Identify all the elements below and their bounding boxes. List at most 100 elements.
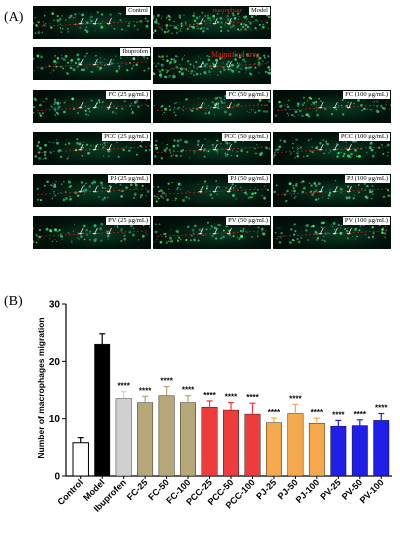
speckle (174, 26, 178, 29)
y-axis-label: Number of macrophages migration (36, 317, 46, 458)
speckle (175, 229, 179, 233)
speckle (244, 27, 246, 30)
speckle (39, 198, 43, 202)
arrow-icon (78, 17, 84, 25)
speckle (288, 182, 292, 186)
speckle (210, 106, 212, 108)
speckle (214, 237, 218, 240)
speckle (245, 70, 247, 72)
speckle (225, 154, 228, 157)
speckle (165, 241, 168, 244)
speckle (154, 230, 158, 234)
speckle (125, 63, 127, 65)
speckle (102, 146, 105, 149)
speckle (142, 224, 145, 227)
speckle (343, 152, 346, 156)
speckle (261, 25, 265, 29)
speckle (240, 149, 244, 152)
speckle (372, 149, 374, 151)
significance-label: **** (311, 408, 324, 417)
speckle (157, 62, 160, 65)
speckle (54, 228, 57, 232)
speckle (274, 148, 278, 152)
speckle (58, 17, 62, 21)
speckle (266, 104, 268, 106)
speckle (62, 28, 64, 30)
speckle (276, 227, 278, 229)
speckle (118, 68, 120, 70)
speckle (292, 142, 294, 145)
speckle (42, 21, 44, 23)
arrow-icon (106, 17, 112, 25)
speckle (347, 154, 350, 158)
speckle (222, 229, 225, 232)
speckle (110, 150, 112, 152)
outline-line (36, 104, 148, 111)
fluorescence-image (154, 137, 271, 160)
arrow-icon (226, 143, 232, 151)
speckle (55, 181, 57, 183)
speckle (376, 100, 379, 103)
arrow-icon (78, 101, 84, 109)
speckle (163, 111, 165, 114)
speckle (118, 189, 121, 191)
speckle (347, 101, 349, 104)
speckle (203, 20, 206, 23)
speckle (96, 61, 99, 63)
speckle (329, 189, 331, 191)
speckle (36, 198, 40, 201)
outline-line (36, 230, 148, 237)
speckle (57, 113, 59, 116)
speckle (296, 155, 300, 158)
speckle (231, 154, 233, 156)
speckle (257, 61, 261, 64)
speckle (182, 198, 185, 202)
speckle (290, 154, 291, 156)
image-fc-100: FC (100 μg/mL) (273, 90, 391, 123)
speckle (234, 104, 236, 106)
speckle (134, 182, 137, 185)
speckle (175, 237, 177, 239)
speckle (341, 104, 343, 107)
speckle (58, 100, 60, 102)
speckle (280, 231, 283, 235)
speckle (296, 152, 299, 155)
speckle (135, 21, 138, 24)
bar (72, 442, 89, 477)
speckle (176, 144, 179, 146)
arrow-icon (106, 185, 112, 193)
speckle (132, 64, 134, 67)
speckle (203, 64, 207, 68)
arrow-icon (92, 17, 98, 25)
speckle (175, 65, 179, 69)
speckle (154, 144, 158, 147)
speckle (305, 224, 309, 227)
speckle (159, 223, 161, 225)
speckle (141, 234, 145, 238)
speckle (241, 25, 245, 29)
image-label: PCC (100 μg/mL) (338, 133, 390, 141)
speckle (237, 63, 239, 65)
speckle (353, 102, 355, 105)
speckle (82, 146, 84, 149)
speckle (184, 140, 187, 144)
speckle (67, 96, 69, 98)
speckle (256, 29, 258, 31)
speckle (131, 67, 133, 70)
significance-label: **** (117, 382, 130, 391)
speckle (114, 226, 116, 227)
speckle (219, 16, 223, 20)
speckle (153, 15, 155, 18)
speckle (64, 191, 67, 193)
bar (115, 398, 132, 477)
speckle (34, 32, 37, 35)
speckle (163, 30, 167, 34)
speckle (384, 232, 387, 235)
fluorescence-image (153, 178, 270, 203)
speckle (170, 229, 172, 231)
speckle (220, 26, 223, 29)
speckle (226, 142, 229, 145)
speckle (168, 105, 171, 108)
arrow-icon (346, 227, 352, 235)
speckle (69, 66, 73, 70)
